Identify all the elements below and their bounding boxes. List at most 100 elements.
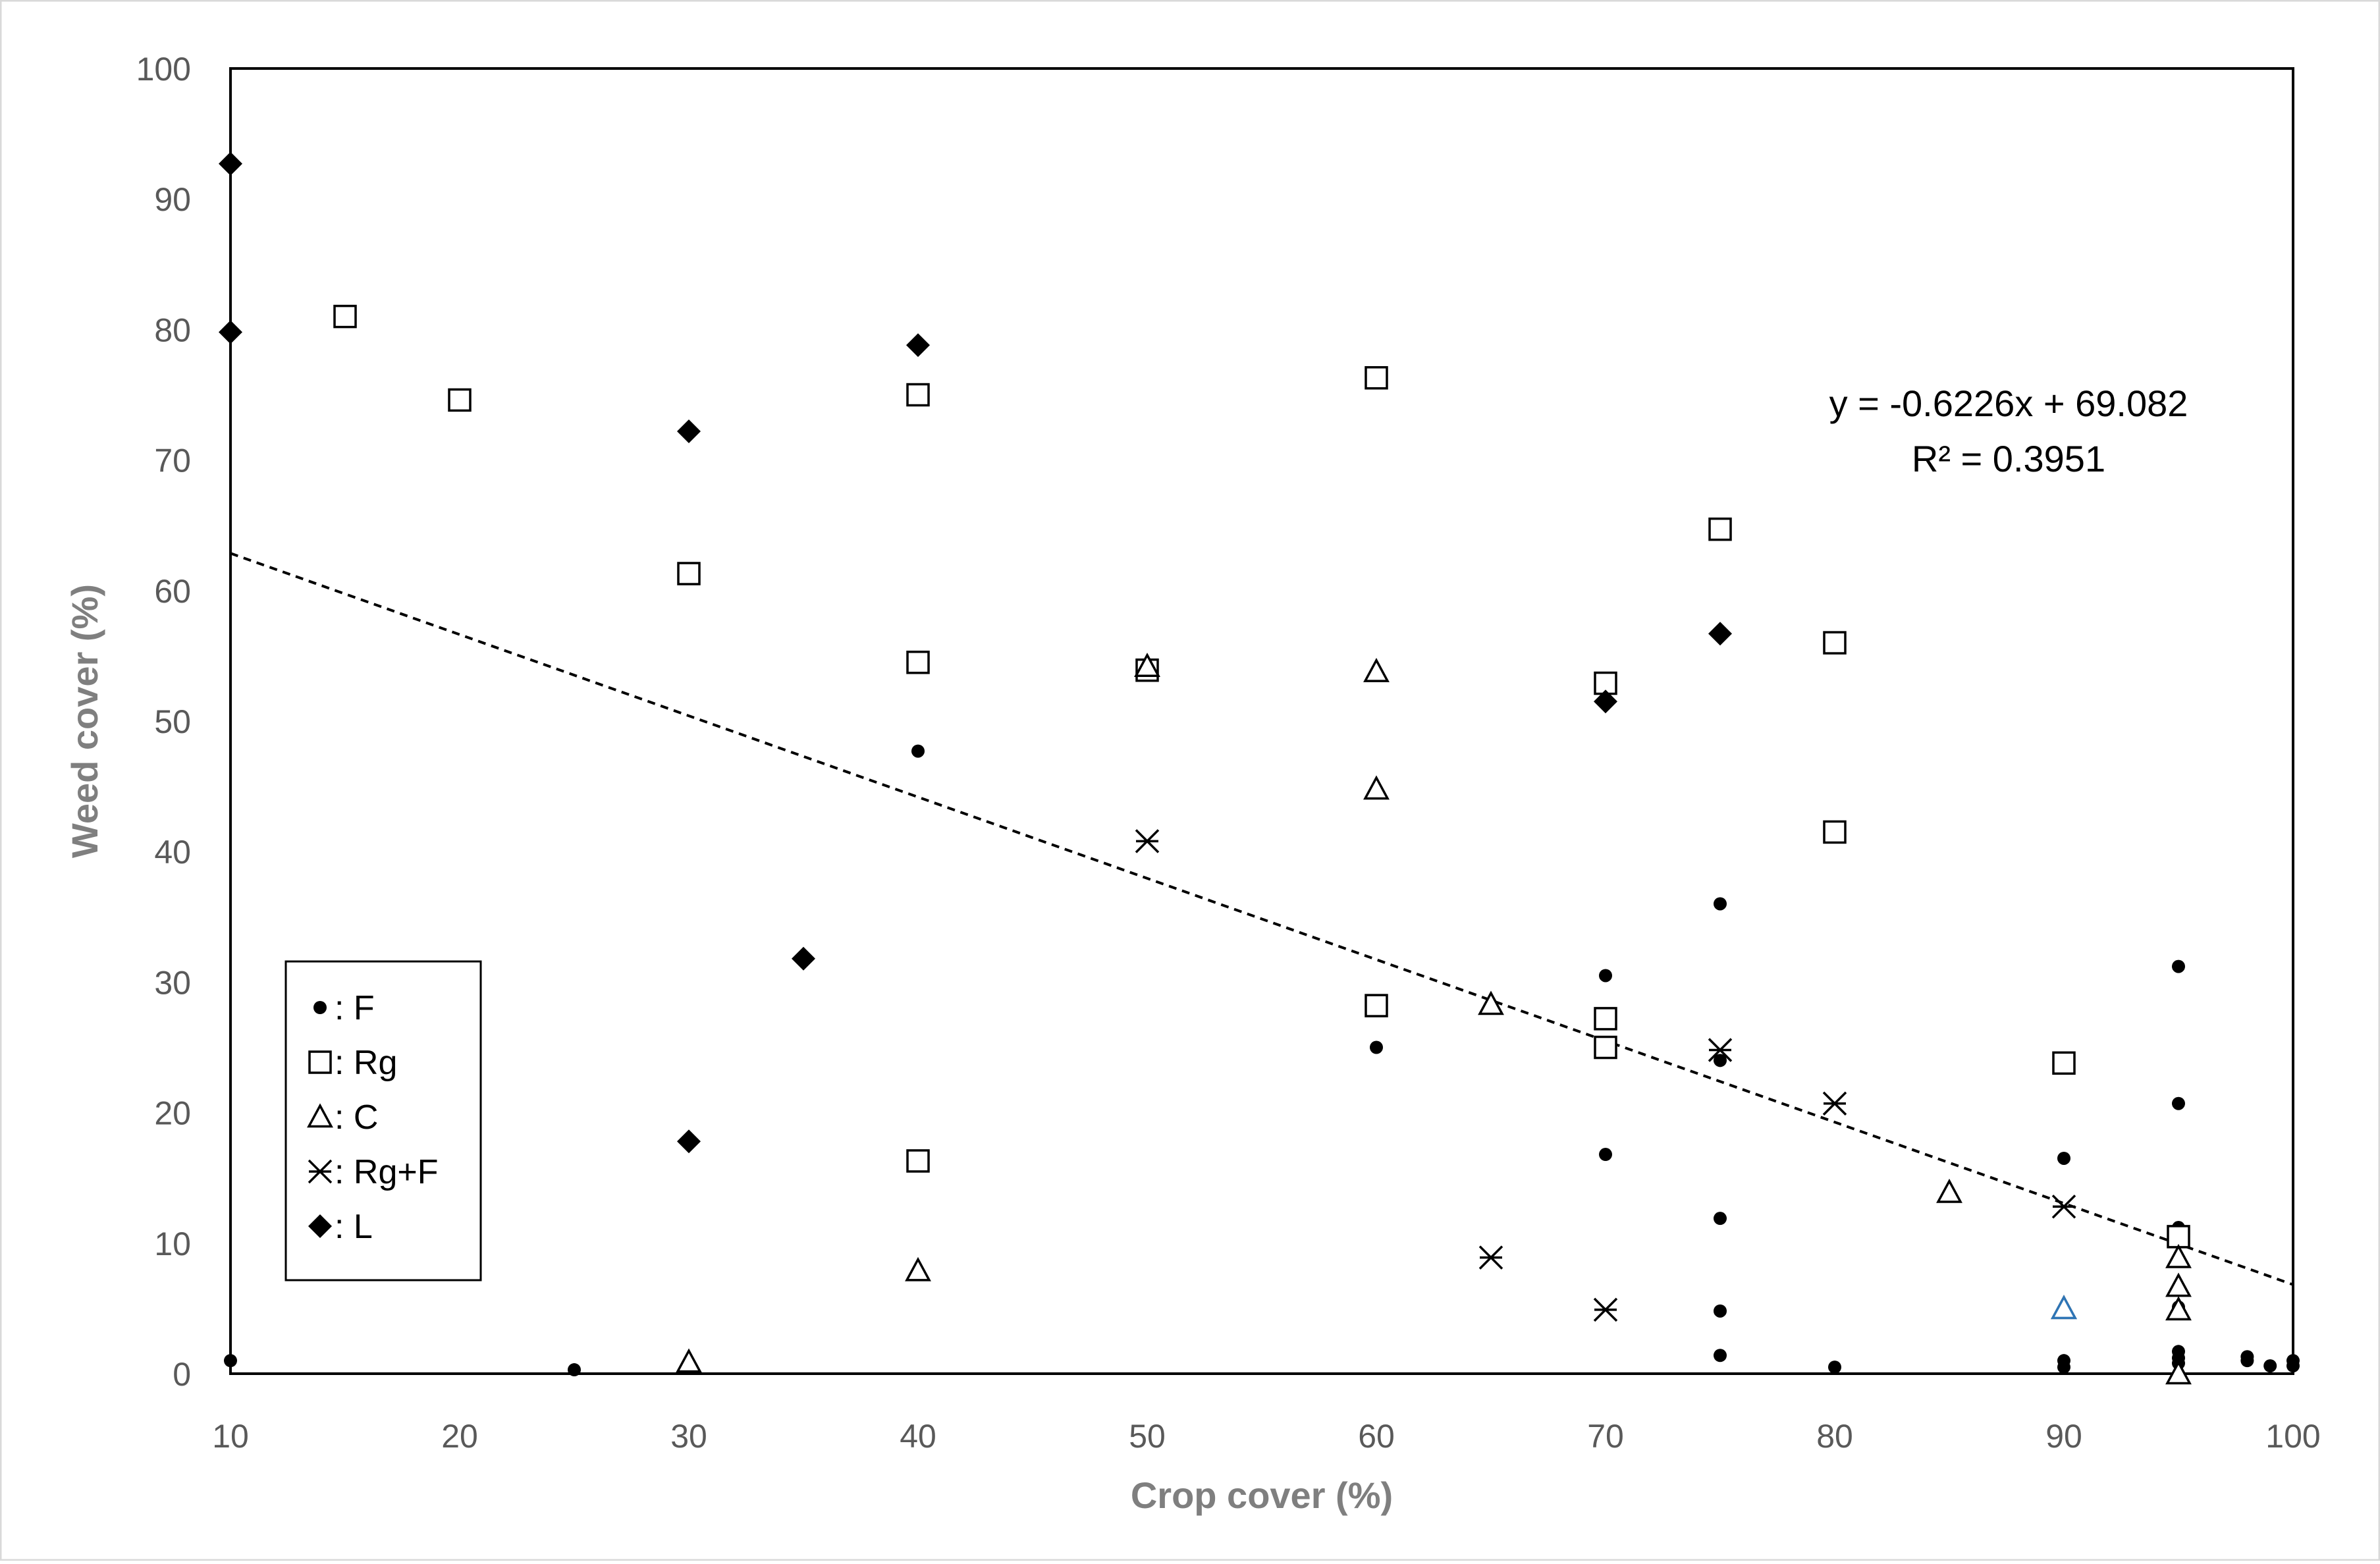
legend-marker xyxy=(307,1103,333,1128)
data-point xyxy=(568,1363,581,1377)
legend-label: : Rg xyxy=(335,1044,397,1082)
x-tick-label: 60 xyxy=(1358,1418,1395,1455)
data-point xyxy=(1823,631,1847,655)
data-point xyxy=(2172,1096,2185,1110)
data-point xyxy=(906,383,930,407)
x-tick-label: 40 xyxy=(900,1418,936,1455)
data-points xyxy=(219,151,2300,1385)
data-point xyxy=(1708,1038,1733,1062)
y-tick-label: 50 xyxy=(154,703,191,740)
x-tick-label: 10 xyxy=(212,1418,249,1455)
data-point xyxy=(1708,622,1732,646)
data-point xyxy=(906,333,930,358)
data-point-highlight xyxy=(2051,1295,2077,1320)
data-point xyxy=(2165,1243,2192,1268)
data-point xyxy=(219,320,242,344)
series-rg-f xyxy=(1135,829,2076,1322)
data-point xyxy=(1714,1212,1727,1226)
legend-marker xyxy=(308,1050,332,1074)
x-tick-label: 30 xyxy=(670,1418,707,1455)
legend-label: : Rg+F xyxy=(335,1153,439,1191)
y-tick-label: 100 xyxy=(136,51,191,88)
legend-label: : L xyxy=(335,1208,373,1246)
y-tick-label: 30 xyxy=(154,964,191,1001)
trendline-r-squared: R² = 0.3951 xyxy=(1912,438,2105,479)
data-point xyxy=(2165,1360,2192,1385)
data-point xyxy=(2172,959,2185,973)
y-tick-label: 10 xyxy=(154,1226,191,1262)
data-point xyxy=(2263,1359,2277,1373)
data-point xyxy=(906,651,930,674)
y-tick-label: 70 xyxy=(154,443,191,479)
data-point xyxy=(1363,658,1390,682)
y-tick-label: 40 xyxy=(154,834,191,871)
data-point xyxy=(1714,1054,1727,1067)
data-point xyxy=(905,1256,931,1281)
data-point xyxy=(2165,1296,2192,1321)
data-point xyxy=(1593,1297,1618,1322)
data-point xyxy=(1135,829,1160,853)
x-axis-title: Crop cover (%) xyxy=(1131,1474,1393,1516)
x-tick-label: 90 xyxy=(2045,1418,2082,1455)
data-point xyxy=(2057,1151,2070,1165)
data-point xyxy=(448,388,472,412)
data-point xyxy=(1594,689,1617,714)
y-tick-labels: 0 10 20 30 40 50 60 70 80 90 100 xyxy=(136,51,191,1393)
data-point xyxy=(677,1129,701,1154)
data-point xyxy=(792,946,815,971)
series-rg xyxy=(333,304,2190,1249)
data-point xyxy=(1936,1178,1962,1203)
data-point xyxy=(1708,517,1732,541)
data-point xyxy=(1714,1304,1727,1318)
data-point xyxy=(1599,969,1612,983)
y-tick-label: 60 xyxy=(154,573,191,610)
data-point xyxy=(1594,1007,1617,1031)
data-point xyxy=(1822,1091,1847,1116)
y-tick-label: 20 xyxy=(154,1095,191,1132)
data-point xyxy=(2165,1272,2192,1297)
legend-marker xyxy=(313,1001,327,1014)
data-point xyxy=(1714,1349,1727,1362)
data-point xyxy=(1363,775,1390,800)
data-point xyxy=(2051,1195,2076,1219)
x-tick-label: 50 xyxy=(1129,1418,1166,1455)
x-tick-label: 100 xyxy=(2265,1418,2320,1455)
y-axis-title: Weed cover (%) xyxy=(64,584,105,858)
legend-marker xyxy=(308,1214,332,1238)
data-point xyxy=(1134,653,1160,677)
data-point xyxy=(677,562,701,585)
series-c xyxy=(676,653,2192,1385)
data-point xyxy=(1594,1035,1617,1060)
data-point xyxy=(2057,1361,2070,1374)
y-tick-label: 0 xyxy=(173,1356,191,1393)
data-point xyxy=(2240,1354,2254,1368)
x-tick-labels: 10 20 30 40 50 60 70 80 90 100 xyxy=(212,1418,2321,1455)
legend: : F: Rg: C: Rg+F: L xyxy=(284,960,482,1281)
data-point xyxy=(2052,1051,2076,1075)
legend-marker xyxy=(308,1159,333,1184)
data-point xyxy=(1478,990,1504,1015)
data-point xyxy=(1828,1361,1841,1374)
data-point xyxy=(676,1348,702,1373)
x-tick-label: 20 xyxy=(441,1418,478,1455)
legend-items: : F: Rg: C: Rg+F: L xyxy=(307,989,439,1246)
data-point xyxy=(1714,897,1727,911)
data-point xyxy=(1599,1148,1612,1162)
data-point xyxy=(906,1149,930,1173)
series-l xyxy=(219,151,1732,1154)
data-point xyxy=(1478,1245,1503,1270)
data-point xyxy=(911,744,925,758)
data-point xyxy=(677,419,701,443)
x-tick-label: 70 xyxy=(1587,1418,1624,1455)
data-point xyxy=(2286,1359,2300,1373)
data-point xyxy=(1365,994,1388,1017)
x-tick-label: 80 xyxy=(1816,1418,1853,1455)
data-point xyxy=(1365,365,1388,390)
data-point xyxy=(219,151,242,176)
data-point xyxy=(224,1354,237,1368)
y-tick-label: 80 xyxy=(154,311,191,348)
data-point xyxy=(333,304,357,329)
